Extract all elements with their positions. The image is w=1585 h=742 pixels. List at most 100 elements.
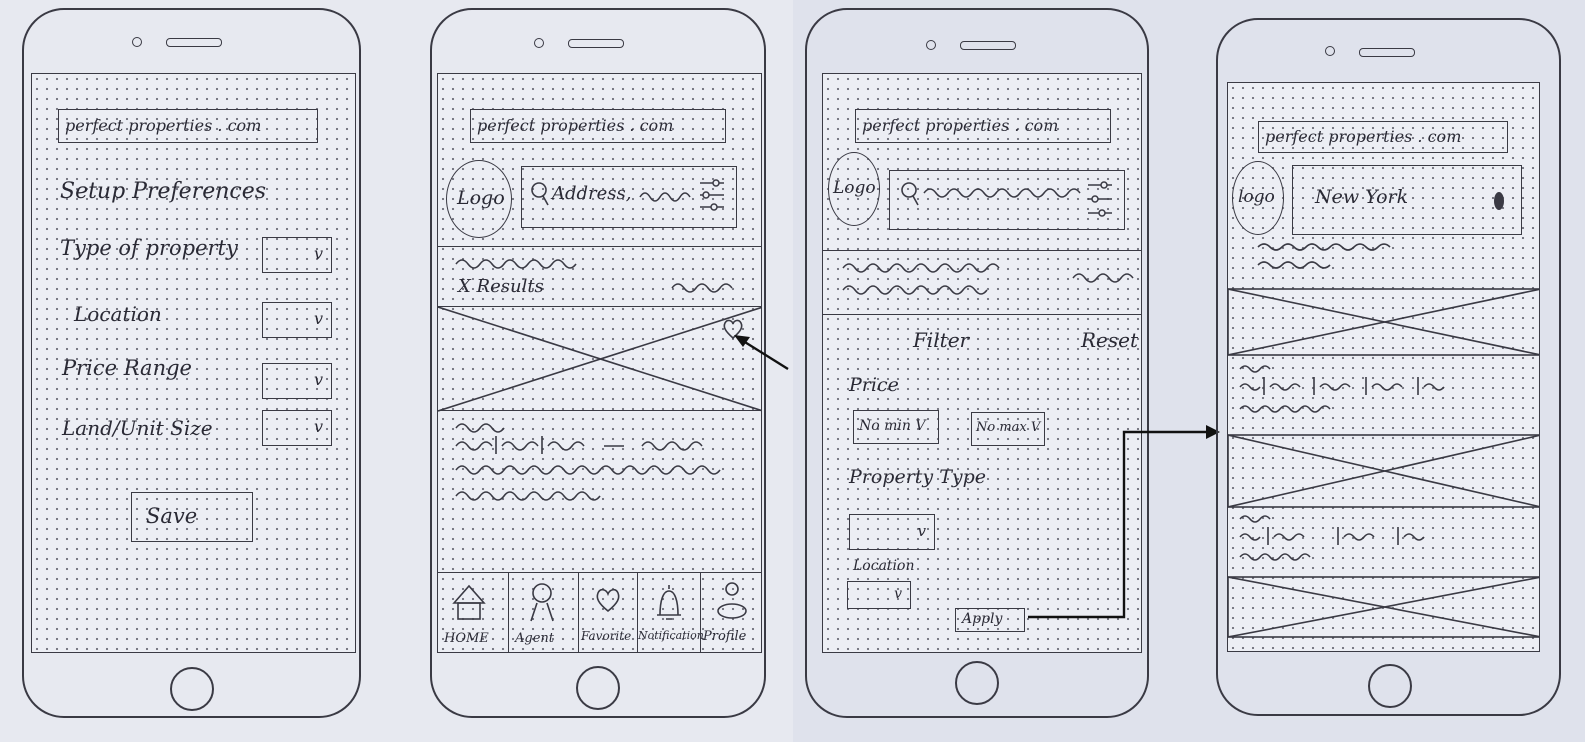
speaker-icon [568, 39, 624, 48]
search-box[interactable]: New York [1292, 165, 1522, 235]
search-icon [901, 182, 919, 206]
screen-filter: perfect properties . com Logo [822, 73, 1142, 653]
heart-icon[interactable] [722, 318, 744, 340]
home-hardware-button[interactable] [955, 661, 999, 705]
dropdown-chevron-icon: v [313, 244, 323, 263]
dropdown-chevron-icon: v [313, 309, 323, 328]
nav-item-home[interactable]: HOME [438, 573, 508, 652]
listing-image-placeholder[interactable] [1228, 576, 1540, 638]
divider [438, 246, 761, 247]
max-price-value: No max V [976, 420, 1041, 435]
price-label: Price [849, 374, 899, 396]
phone-filter: perfect properties . com Logo [805, 8, 1149, 718]
divider [823, 250, 1141, 251]
screen-results: perfect properties . com Logo Address, [437, 73, 762, 653]
camera-icon [132, 37, 142, 47]
mic-icon[interactable] [1493, 190, 1505, 212]
nav-label-favorite: Favorite [581, 629, 632, 643]
save-label: Save [146, 504, 198, 528]
field-label-price: Price Range [62, 356, 192, 380]
results-count: X Results [458, 276, 544, 297]
reset-button[interactable]: Reset [1081, 328, 1139, 352]
listing-image-placeholder[interactable] [1228, 288, 1540, 356]
filter-title: Filter [913, 328, 970, 352]
property-type-label: Property Type [849, 466, 987, 488]
url-text: perfect properties . com [862, 116, 1059, 135]
max-price-dropdown[interactable]: No max V [971, 412, 1045, 446]
phone-results-newyork: perfect properties . com logo New York [1216, 18, 1561, 716]
speaker-icon [166, 38, 222, 47]
size-dropdown[interactable]: v [262, 410, 332, 446]
url-bar[interactable]: perfect properties . com [58, 109, 318, 143]
squiggle [923, 188, 1081, 198]
logo: Logo [446, 160, 512, 238]
location-dropdown[interactable]: v [262, 302, 332, 338]
save-button[interactable]: Save [131, 492, 253, 542]
filter-sliders-icon[interactable] [1086, 179, 1114, 219]
nav-divider [438, 572, 761, 573]
listing-image-placeholder[interactable] [438, 306, 762, 412]
home-hardware-button[interactable] [170, 667, 214, 711]
property-type-dropdown[interactable]: v [849, 514, 935, 550]
type-dropdown[interactable]: v [262, 237, 332, 273]
logo: logo [1232, 161, 1284, 235]
dropdown-chevron-icon: v [313, 417, 323, 436]
nav-item-favorite[interactable]: Favorite [579, 573, 637, 652]
search-box[interactable]: Address, [521, 166, 737, 228]
min-price-value: No min V [859, 418, 926, 434]
squiggle [639, 192, 691, 202]
nav-item-notification[interactable]: Notification [638, 573, 704, 652]
logo-text: Logo [833, 178, 876, 198]
dropdown-chevron-icon: v [917, 522, 926, 540]
url-bar[interactable]: perfect properties . com [470, 109, 726, 143]
camera-icon [534, 38, 544, 48]
flow-arrow-heart [734, 335, 789, 371]
nav-label-notification: Notification [638, 629, 704, 642]
listing-details-squiggles [455, 423, 721, 501]
listing-details-squiggles [1239, 365, 1445, 413]
profile-icon [717, 582, 747, 619]
listing-details-squiggles [1239, 515, 1425, 561]
agent-person-icon [530, 583, 554, 622]
nav-item-agent[interactable]: Agent [509, 573, 578, 652]
squiggle [455, 259, 577, 269]
nav-separator [578, 573, 579, 652]
search-text: New York [1315, 186, 1409, 208]
search-box[interactable] [889, 170, 1125, 230]
url-text: perfect properties . com [65, 116, 262, 135]
search-text: Address, [552, 183, 632, 204]
location-dropdown[interactable]: v [847, 581, 911, 609]
screen-newyork: perfect properties . com logo New York [1227, 82, 1540, 652]
divider [438, 410, 761, 411]
field-label-size: Land/Unit Size [62, 416, 213, 440]
url-text: perfect properties . com [1265, 127, 1462, 146]
speaker-icon [1359, 48, 1415, 57]
home-hardware-button[interactable] [576, 666, 620, 710]
page-title: Setup Preferences [60, 179, 267, 204]
screen-setup: perfect properties . com Setup Preferenc… [31, 73, 356, 653]
nav-label-agent: Agent [515, 631, 554, 646]
filter-sliders-icon[interactable] [698, 177, 726, 215]
listing-image-placeholder[interactable] [1228, 434, 1540, 508]
field-label-type: Type of property [60, 236, 238, 260]
nav-item-profile[interactable]: Profile [701, 573, 761, 652]
field-label-location: Location [74, 302, 162, 326]
favorite-heart-icon [596, 588, 620, 613]
home-hardware-button[interactable] [1368, 664, 1412, 708]
price-dropdown[interactable]: v [262, 363, 332, 399]
dropdown-chevron-icon: v [894, 586, 902, 602]
min-price-dropdown[interactable]: No min V [853, 410, 939, 444]
nav-separator [700, 573, 701, 652]
squiggle [671, 283, 733, 293]
phone-setup-preferences: perfect properties . com Setup Preferenc… [22, 8, 361, 718]
url-text: perfect properties . com [477, 116, 674, 135]
logo: Logo [828, 152, 880, 226]
home-icon [452, 584, 486, 620]
apply-button[interactable]: Apply [955, 608, 1025, 632]
url-bar[interactable]: perfect properties . com [855, 109, 1111, 143]
results-squiggles [1257, 243, 1391, 269]
camera-icon [1325, 46, 1335, 56]
results-squiggles [842, 263, 1134, 295]
nav-separator [637, 573, 638, 652]
url-bar[interactable]: perfect properties . com [1258, 121, 1508, 153]
